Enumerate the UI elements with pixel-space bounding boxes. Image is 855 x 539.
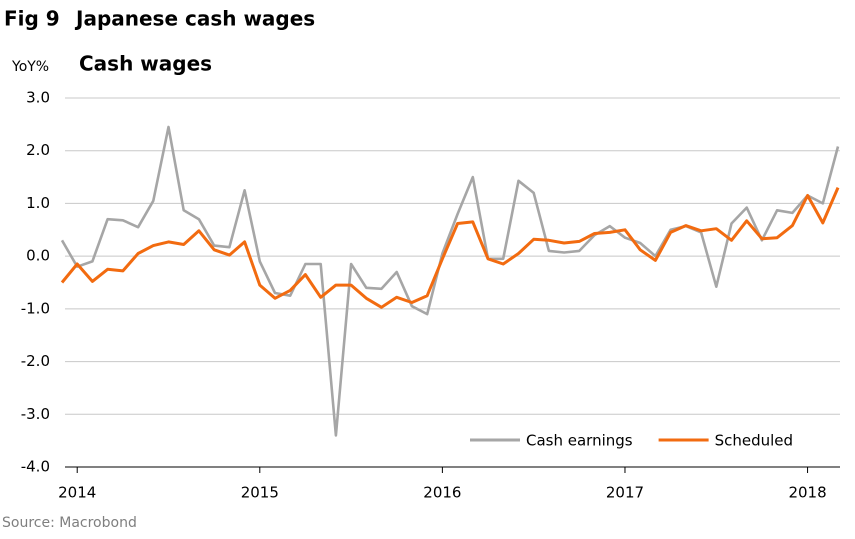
y-tick-label: -1.0 <box>21 299 50 317</box>
source: Source: Macrobond <box>2 515 137 531</box>
y-tick-label: 1.0 <box>26 194 50 212</box>
y-tick-label: 3.0 <box>26 89 50 107</box>
data-line <box>60 125 840 437</box>
x-tick-label: 2015 <box>241 484 279 502</box>
x-tick-label: 2016 <box>423 484 461 502</box>
x-tick-label: 2018 <box>788 484 826 502</box>
y-tick-label: 0.0 <box>26 247 50 265</box>
chart-title: Japanese cash wages <box>74 7 315 31</box>
legend-label: Scheduled <box>715 432 793 450</box>
x-tick-label: 2014 <box>58 484 96 502</box>
legend-label: Cash earnings <box>526 432 633 450</box>
y-tick-label: -4.0 <box>21 458 50 476</box>
figure-label: Fig 9 <box>4 7 60 31</box>
y-tick-label: -3.0 <box>21 405 50 423</box>
y-tick-label: 2.0 <box>26 141 50 159</box>
y-unit: YoY% <box>11 59 49 75</box>
chart-subtitle: Cash wages <box>79 52 212 76</box>
y-tick-label: -2.0 <box>21 352 50 370</box>
data-line <box>60 187 840 309</box>
x-tick-label: 2017 <box>606 484 644 502</box>
